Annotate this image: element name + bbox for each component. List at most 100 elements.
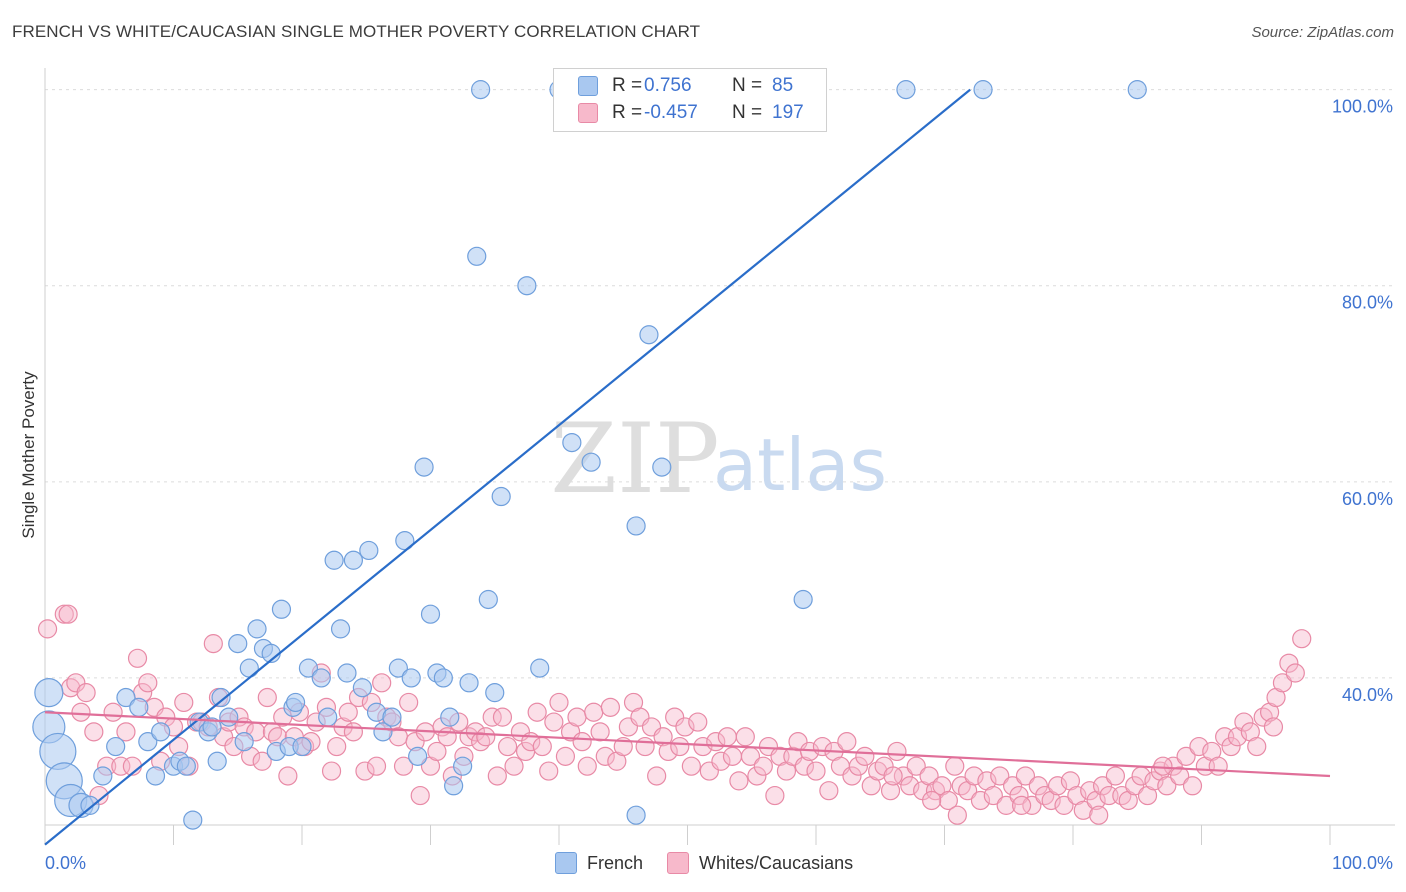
data-point-french xyxy=(202,717,222,737)
data-point-french xyxy=(219,707,239,727)
data-point-white xyxy=(1170,766,1190,786)
data-point-french xyxy=(318,707,338,727)
data-point-white xyxy=(1247,736,1267,757)
data-point-white xyxy=(1028,776,1048,796)
data-point-french xyxy=(176,756,196,776)
data-point-white xyxy=(990,766,1010,786)
legend-n-value: 85 xyxy=(772,75,794,96)
data-point-white xyxy=(252,751,272,771)
data-point-french xyxy=(330,619,351,639)
legend-row-white: R = -0.457 N = 197 xyxy=(578,101,804,125)
data-point-white xyxy=(1011,795,1032,815)
data-point-white xyxy=(138,673,158,693)
tick-labels: 40.0% 60.0% 80.0% 100.0% 0.0% 100.0% Single Mo… xyxy=(19,97,1393,873)
data-point-white xyxy=(203,634,223,654)
data-point-white xyxy=(427,741,447,762)
data-point-french xyxy=(34,678,64,708)
data-point-white xyxy=(584,702,604,722)
data-point-white xyxy=(855,746,875,766)
data-point-white xyxy=(410,785,430,806)
data-point-white xyxy=(1176,746,1196,766)
data-point-white xyxy=(321,761,342,781)
data-point-white xyxy=(257,687,277,708)
data-point-white xyxy=(1144,771,1164,791)
data-point-white xyxy=(1279,653,1299,673)
data-point-french xyxy=(359,540,379,561)
data-point-white xyxy=(970,790,991,811)
data-point-white xyxy=(1089,805,1109,825)
data-point-white xyxy=(922,790,942,811)
data-point-white xyxy=(1054,795,1074,815)
legend-item-french: French xyxy=(555,852,643,874)
data-point-white xyxy=(544,712,564,732)
data-point-white xyxy=(343,722,363,742)
data-point-french xyxy=(1127,80,1147,100)
legend-r-value: -0.457 xyxy=(644,102,698,123)
data-point-french xyxy=(311,668,331,688)
data-point-white xyxy=(1263,717,1284,737)
data-point-white xyxy=(938,790,958,811)
data-point-white xyxy=(883,766,903,786)
x-tick-label: 100.0% xyxy=(1332,853,1393,873)
legend-label-french: French xyxy=(587,852,644,873)
data-point-french xyxy=(352,678,372,698)
data-point-french xyxy=(145,766,166,786)
data-point-white xyxy=(765,785,785,806)
data-point-white xyxy=(58,604,78,624)
data-point-french xyxy=(129,697,149,717)
legend-r-label: R = xyxy=(612,75,643,96)
data-point-white xyxy=(996,795,1016,815)
data-point-french xyxy=(343,550,363,570)
data-point-french xyxy=(285,692,306,713)
data-point-white xyxy=(476,727,496,747)
legend-r-value: 0.756 xyxy=(644,75,692,96)
data-point-white xyxy=(806,761,826,781)
data-point-french xyxy=(93,766,113,786)
legend-swatch-white xyxy=(667,852,690,874)
source-label: Source: ZipAtlas.com xyxy=(1251,24,1394,41)
data-point-white xyxy=(437,727,457,747)
data-point-white xyxy=(688,712,708,732)
y-axis-title: Single Mother Poverty xyxy=(19,371,38,539)
data-point-white xyxy=(577,756,597,776)
data-point-white xyxy=(842,766,862,786)
data-point-white xyxy=(964,766,984,786)
legend-item-white: Whites/Caucasians xyxy=(667,852,853,874)
legend-n-value: 197 xyxy=(772,102,804,123)
data-point-white xyxy=(103,702,123,722)
data-point-white xyxy=(1292,629,1312,649)
data-point-french xyxy=(896,80,916,100)
y-tick-label: 40.0% xyxy=(1342,685,1393,705)
x-tick-label: 0.0% xyxy=(45,853,86,873)
legend-swatch-french xyxy=(578,76,598,96)
data-point-white xyxy=(665,707,685,727)
data-point-white xyxy=(1153,756,1173,776)
data-point-white xyxy=(84,722,104,742)
data-point-french xyxy=(491,486,511,507)
grid-lines xyxy=(45,89,1395,679)
y-tick-label: 60.0% xyxy=(1342,489,1393,509)
data-point-french xyxy=(271,599,292,619)
data-point-white xyxy=(1105,766,1126,786)
data-point-french xyxy=(453,756,473,776)
data-point-french xyxy=(408,746,428,766)
data-point-white xyxy=(1047,776,1068,796)
data-point-french xyxy=(433,668,453,688)
data-point-white xyxy=(600,697,621,717)
data-point-white xyxy=(66,673,86,693)
y-tick-label: 80.0% xyxy=(1342,293,1393,313)
data-point-french xyxy=(626,516,646,536)
data-point-white xyxy=(504,756,524,776)
data-point-white xyxy=(76,683,96,703)
data-point-white xyxy=(1092,776,1113,796)
data-point-white xyxy=(670,736,690,757)
data-point-white xyxy=(653,727,673,747)
data-point-white xyxy=(71,702,91,722)
data-point-french xyxy=(388,658,408,678)
data-point-white xyxy=(729,771,749,791)
data-point-white xyxy=(498,736,518,757)
data-point-french xyxy=(485,683,505,703)
data-point-french xyxy=(207,751,227,771)
y-tick-label: 100.0% xyxy=(1332,97,1393,117)
data-point-white xyxy=(717,727,737,747)
